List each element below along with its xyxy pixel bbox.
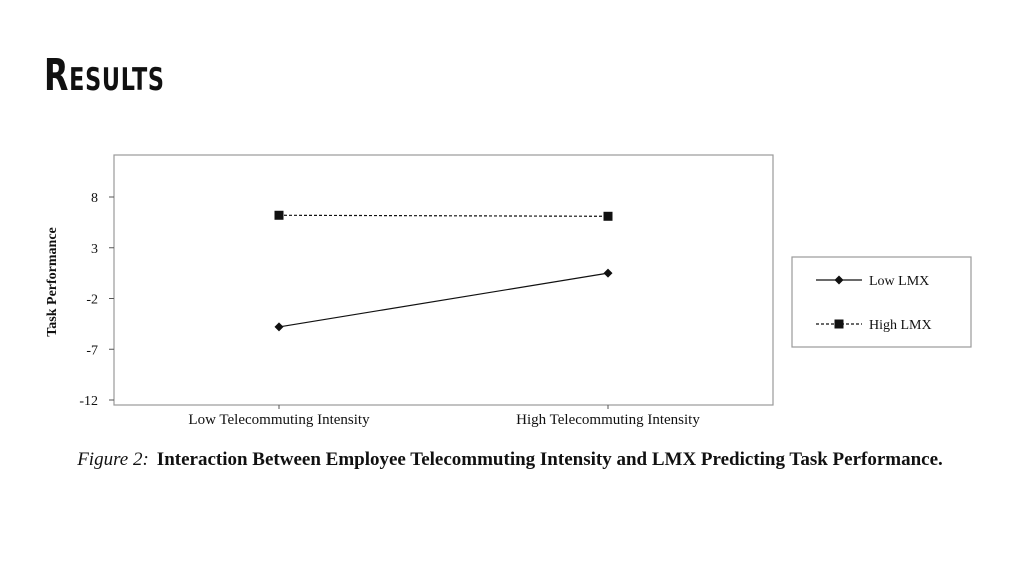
series-group [274,210,613,332]
data-point-square [834,319,844,329]
y-tick-label: 3 [91,242,98,257]
data-point-diamond [834,275,844,285]
x-tick-label: High Telecommuting Intensity [516,412,700,428]
legend-label: High LMX [869,318,932,333]
legend-label: Low LMX [869,274,929,289]
figure-caption: Figure 2: Interaction Between Employee Te… [60,448,960,472]
slide-title: Results [44,50,165,101]
caption-text: Interaction Between Employee Telecommuti… [156,449,943,470]
y-axis: 8 3 -2 -7 -12 [79,191,114,409]
y-tick-label: 8 [91,191,98,206]
series-line-high-lmx [278,214,609,217]
x-axis: Low Telecommuting Intensity High Telecomm… [188,405,700,428]
y-tick-label: -2 [86,293,98,308]
data-point-square [274,210,284,220]
y-tick-label: -12 [79,394,98,409]
series-line-low-lmx [278,272,609,328]
plot-area [113,154,774,406]
legend-box [791,256,972,348]
legend: Low LMX High LMX [816,274,932,333]
data-point-diamond [603,268,613,278]
data-point-square [603,211,613,221]
x-tick-label: Low Telecommuting Intensity [188,412,370,428]
y-tick-label: -7 [86,343,98,358]
figure-label: Figure 2: [77,449,149,470]
y-axis-label: Task Performance [45,227,60,337]
data-point-diamond [274,322,284,332]
